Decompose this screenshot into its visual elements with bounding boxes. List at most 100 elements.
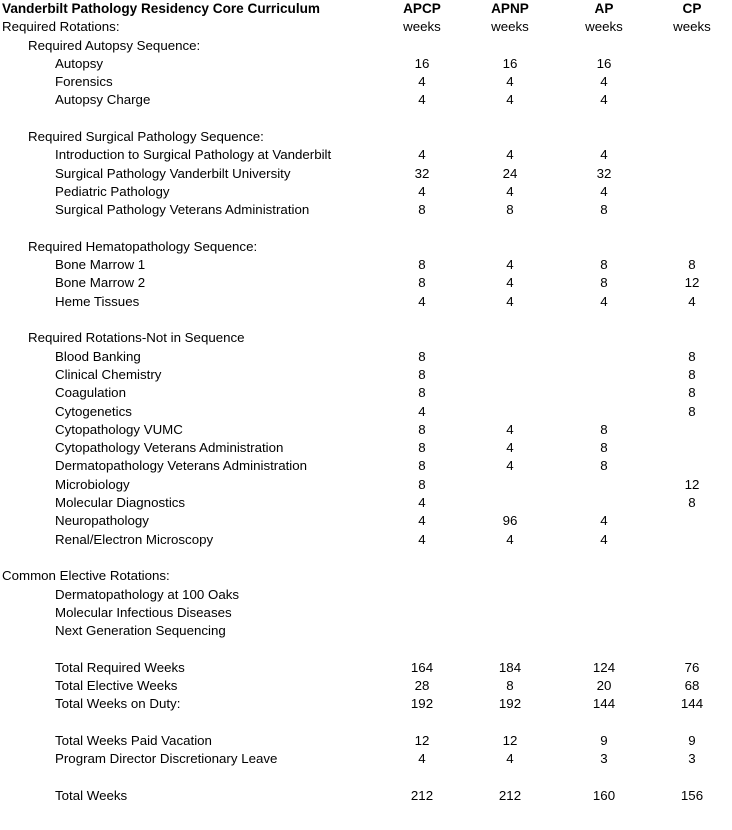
weeks-ap [556,384,652,402]
table-spacer-row [0,110,732,128]
total-row: Total Elective Weeks 28 8 20 68 [0,677,732,695]
weeks-ap: 4 [600,74,608,90]
weeks-cp [652,128,732,146]
table-row: Surgical Pathology Veterans Administrati… [0,201,732,219]
weeks-apnp [464,348,556,366]
table-row: Bone Marrow 1 8 4 8 8 [0,256,732,274]
rotation-label: Microbiology [55,476,130,492]
weeks-ap: 20 [596,677,612,693]
weeks-ap: 144 [592,696,616,712]
weeks-ap [556,604,652,622]
weeks-apcp: 4 [418,751,426,767]
weeks-apnp [464,366,556,384]
weeks-apcp: 4 [418,183,426,199]
weeks-cp: 76 [684,659,700,675]
weeks-cp [652,37,732,55]
table-row: Molecular Diagnostics 4 8 [0,494,732,512]
section-row: Required Hematopathology Sequence: [0,238,732,256]
rotation-label: Molecular Infectious Diseases [55,604,232,620]
table-row: Dermatopathology Veterans Administration… [0,457,732,475]
rotation-label: Next Generation Sequencing [55,623,226,639]
weeks-ap [556,403,652,421]
table-row: Next Generation Sequencing [0,622,732,640]
table-row: Blood Banking 8 8 [0,348,732,366]
weeks-apcp: 8 [418,421,426,437]
weeks-ap [556,622,652,640]
table-row: Neuropathology 4 96 4 [0,512,732,530]
weeks-apcp: 12 [414,732,430,748]
spacer-cell [380,640,464,658]
rotation-label: Renal/Electron Microscopy [55,531,214,547]
spacer-cell [464,220,556,238]
weeks-cp [652,91,732,109]
table-row: Renal/Electron Microscopy 4 4 4 [0,531,732,549]
weeks-cp [652,146,732,164]
weeks-apnp: 4 [506,92,514,108]
weeks-apnp: 4 [506,751,514,767]
weeks-ap: 8 [600,257,608,273]
spacer-cell [380,110,464,128]
column-units-cp: weeks [673,19,711,35]
table-row: Cytopathology VUMC 8 4 8 [0,421,732,439]
column-header-apnp: APNP [491,1,529,16]
spacer-cell [0,311,380,329]
rotation-label: Molecular Diagnostics [55,495,186,511]
weeks-apnp: 4 [506,275,514,291]
weeks-ap [556,329,652,347]
rotation-label: Cytopathology Veterans Administration [55,440,284,456]
weeks-apcp [380,238,464,256]
weeks-apcp: 8 [418,458,426,474]
weeks-cp: 9 [688,732,696,748]
weeks-apcp: 4 [418,495,426,511]
weeks-apnp: 4 [506,440,514,456]
weeks-apcp [380,329,464,347]
weeks-ap: 4 [600,513,608,529]
weeks-apnp [464,403,556,421]
spacer-cell [0,714,380,732]
section-row: Required Rotations-Not in Sequence [0,329,732,347]
table-row: Bone Marrow 2 8 4 8 12 [0,274,732,292]
weeks-ap: 8 [600,275,608,291]
weeks-ap [556,238,652,256]
weeks-cp [652,439,732,457]
weeks-apnp [464,622,556,640]
weeks-apcp: 32 [414,165,430,181]
curriculum-table: Vanderbilt Pathology Residency Core Curr… [0,1,732,805]
weeks-cp: 8 [688,495,696,511]
section-row: Required Surgical Pathology Sequence: [0,128,732,146]
weeks-apcp [380,37,464,55]
rotation-label: Cytopathology VUMC [55,421,183,437]
weeks-apnp [464,329,556,347]
weeks-apnp: 4 [506,257,514,273]
table-spacer-row [0,311,732,329]
weeks-apnp [464,567,556,585]
weeks-cp [652,329,732,347]
table-body: Required Autopsy Sequence: Autopsy 16 16 16 F… [0,37,732,805]
weeks-ap: 4 [600,92,608,108]
weeks-ap: 4 [600,531,608,547]
weeks-apcp: 4 [418,403,426,419]
weeks-apnp [464,476,556,494]
weeks-ap [556,366,652,384]
total-label: Total Weeks [55,787,128,803]
table-row: Cytopathology Veterans Administration 8 4 8 [0,439,732,457]
weeks-cp: 144 [680,696,704,712]
section-row: Required Autopsy Sequence: [0,37,732,55]
weeks-cp: 8 [688,403,696,419]
rotation-label: Autopsy Charge [55,92,151,108]
weeks-apcp: 8 [418,257,426,273]
rotation-label: Cytogenetics [55,403,132,419]
rotation-label: Pediatric Pathology [55,183,170,199]
table-row: Autopsy Charge 4 4 4 [0,91,732,109]
rotation-label: Dermatopathology Veterans Administration [55,458,308,474]
table-row: Surgical Pathology Vanderbilt University… [0,165,732,183]
spacer-cell [556,220,652,238]
weeks-apnp: 184 [498,659,522,675]
column-units-apcp: weeks [403,19,441,35]
weeks-apnp [464,37,556,55]
weeks-apcp: 4 [418,92,426,108]
table-row: Cytogenetics 4 8 [0,403,732,421]
spacer-cell [380,220,464,238]
total-row: Total Weeks Paid Vacation 12 12 9 9 [0,732,732,750]
total-label: Total Weeks Paid Vacation [55,732,212,748]
